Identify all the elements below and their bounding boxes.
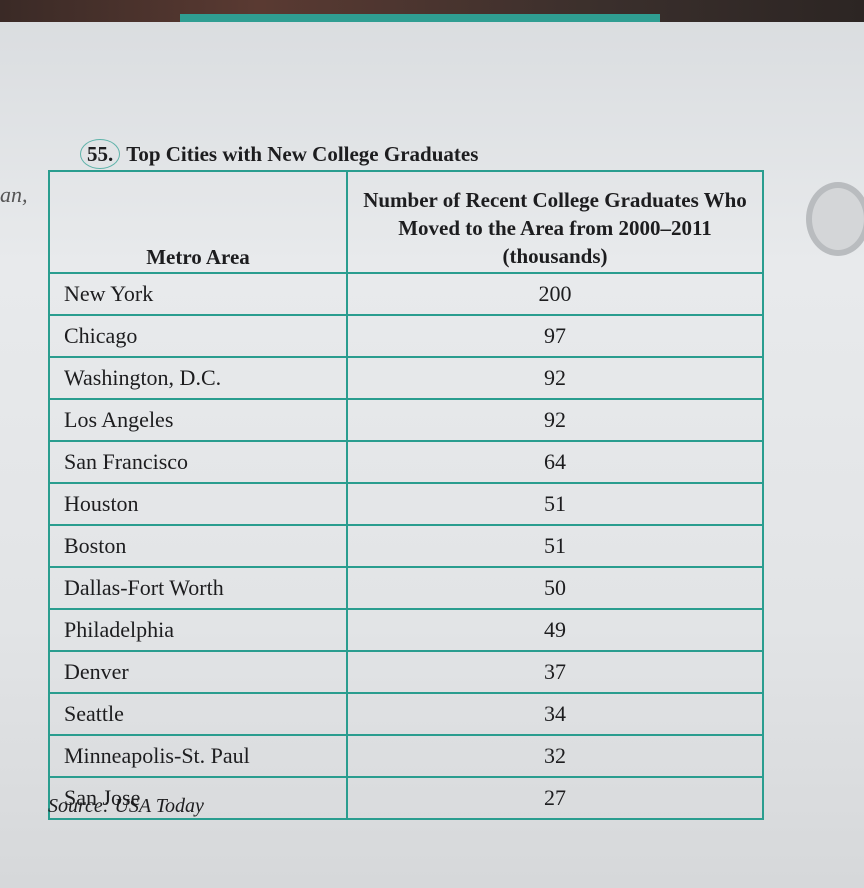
table-row: Denver 37	[48, 650, 764, 694]
count-cell: 92	[346, 356, 764, 400]
table-row: Chicago 97	[48, 314, 764, 358]
count-cell: 51	[346, 524, 764, 568]
metro-cell: Minneapolis-St. Paul	[48, 734, 348, 778]
count-cell: 64	[346, 440, 764, 484]
count-cell: 200	[346, 272, 764, 316]
table-row: Minneapolis-St. Paul 32	[48, 734, 764, 778]
table-row: Boston 51	[48, 524, 764, 568]
header-row: Metro Area Number of Recent College Grad…	[48, 170, 764, 274]
table-row: New York 200	[48, 272, 764, 316]
count-cell: 37	[346, 650, 764, 694]
metro-cell: San Francisco	[48, 440, 348, 484]
table-row: Los Angeles 92	[48, 398, 764, 442]
table-row: Houston 51	[48, 482, 764, 526]
count-cell: 50	[346, 566, 764, 610]
table-row: Dallas-Fort Worth 50	[48, 566, 764, 610]
data-table: Metro Area Number of Recent College Grad…	[48, 170, 764, 820]
metro-cell: Dallas-Fort Worth	[48, 566, 348, 610]
metro-cell: Seattle	[48, 692, 348, 736]
count-cell: 51	[346, 482, 764, 526]
count-cell: 32	[346, 734, 764, 778]
table-row: Washington, D.C. 92	[48, 356, 764, 400]
table-row: Philadelphia 49	[48, 608, 764, 652]
problem-title: Top Cities with New College Graduates	[126, 142, 479, 166]
table-row: Seattle 34	[48, 692, 764, 736]
metro-cell: San Jose	[48, 776, 348, 820]
metro-cell: Boston	[48, 524, 348, 568]
count-cell: 49	[346, 608, 764, 652]
metro-cell: Houston	[48, 482, 348, 526]
problem-number: 55.	[80, 139, 121, 169]
count-cell: 27	[346, 776, 764, 820]
header-cell: Number of Recent College Graduates Who M…	[346, 170, 764, 274]
header-cell: Metro Area	[48, 170, 348, 274]
problem-heading: 55. Top Cities with New College Graduates	[80, 139, 479, 169]
metro-cell: Denver	[48, 650, 348, 694]
binder-ring	[806, 182, 864, 256]
metro-cell: Chicago	[48, 314, 348, 358]
margin-text: an,	[0, 182, 28, 207]
cover-edge	[180, 14, 660, 22]
metro-cell: Philadelphia	[48, 608, 348, 652]
source-note: Source: USA Today	[48, 795, 204, 817]
metro-cell: New York	[48, 272, 348, 316]
table-row: San Francisco 64	[48, 440, 764, 484]
count-cell: 92	[346, 398, 764, 442]
metro-cell: Washington, D.C.	[48, 356, 348, 400]
count-cell: 34	[346, 692, 764, 736]
count-cell: 97	[346, 314, 764, 358]
metro-cell: Los Angeles	[48, 398, 348, 442]
table-row: San Jose 27	[48, 776, 764, 820]
